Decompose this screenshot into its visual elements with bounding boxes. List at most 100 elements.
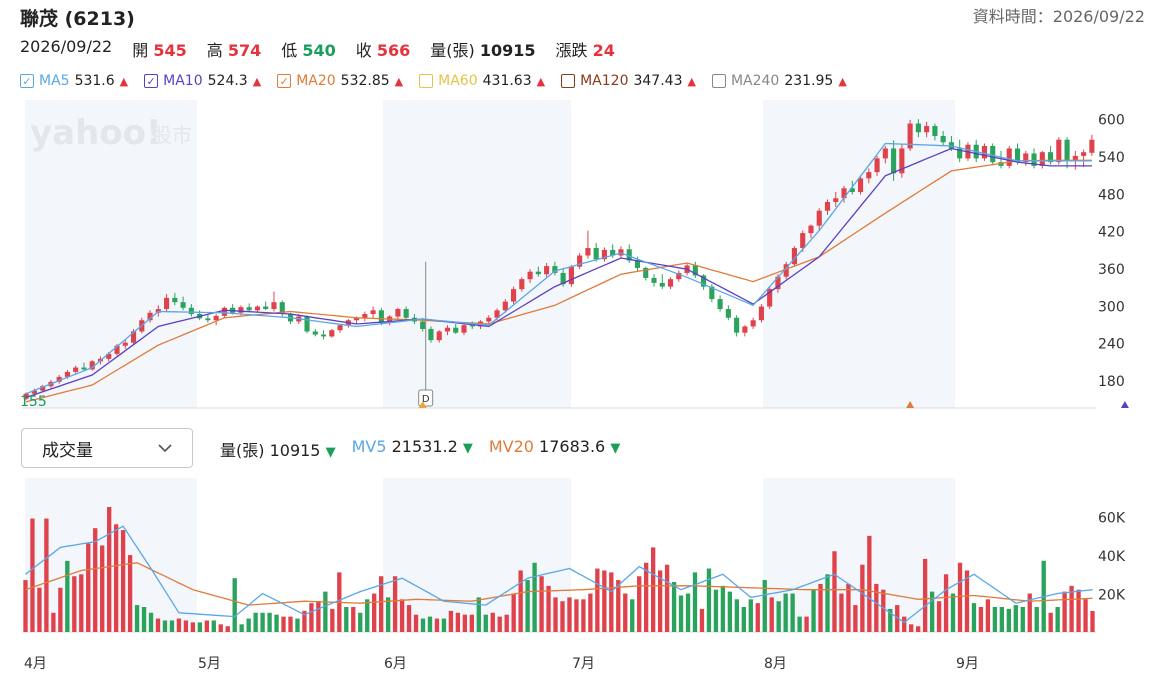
candle-body — [64, 371, 70, 377]
candle-body — [866, 172, 872, 179]
checkbox-checked-icon[interactable]: ✓ — [144, 74, 159, 88]
candle-body — [990, 145, 996, 163]
volume-bar — [134, 605, 140, 632]
candle-body — [626, 249, 632, 261]
candle-body — [948, 142, 954, 149]
volume-bar — [225, 626, 230, 632]
ma-name: MA120 — [580, 73, 629, 89]
volume-bar — [602, 570, 607, 632]
volume-bar — [964, 570, 970, 632]
volume-bar — [107, 507, 112, 632]
volume-bar — [811, 589, 816, 632]
ma-value: 431.63 — [482, 73, 532, 89]
volume-bar — [455, 612, 461, 632]
candle-body — [932, 126, 938, 137]
volume-bar — [211, 620, 216, 632]
volume-bar — [434, 618, 440, 632]
ma-value: 532.85 — [340, 73, 390, 89]
quote-date: 2026/09/22 — [20, 37, 113, 56]
volume-bar — [553, 597, 558, 632]
volume-bar — [448, 610, 454, 632]
volume-legend-value: 10915 — [264, 441, 326, 460]
volume-bar — [1076, 589, 1081, 632]
volume-bar — [497, 616, 502, 632]
volume-bar — [929, 591, 935, 632]
candle-body — [701, 275, 707, 287]
checkbox-icon[interactable] — [561, 74, 576, 88]
volume-bar — [441, 618, 447, 632]
trend-up-icon: ▲ — [119, 74, 129, 88]
volume-bar — [936, 601, 942, 632]
checkbox-checked-icon[interactable]: ✓ — [277, 74, 292, 88]
volume-legend: 量(張) 10915 ▼ MV5 21531.2 ▼ MV20 17683.6 ▼ — [220, 437, 620, 461]
volume-bar — [650, 547, 656, 632]
candle-body — [1081, 152, 1087, 156]
volume-legend-name: MV20 — [488, 437, 534, 456]
candle-body — [841, 188, 847, 199]
volume-chart: 20K 40K 60K 4月 5月 6月 7月 8月 9月 — [22, 478, 1126, 672]
candle-body — [816, 210, 822, 226]
volume-bar — [943, 574, 949, 632]
volume-bar — [525, 580, 530, 632]
ma-name: MA10 — [163, 73, 203, 89]
candle-body — [1031, 153, 1037, 166]
volume-bar — [797, 616, 802, 632]
candle-body — [106, 353, 112, 359]
indicator-select[interactable]: 成交量 — [21, 428, 193, 468]
volume-bar — [1027, 593, 1032, 632]
checkbox-checked-icon[interactable]: ✓ — [20, 74, 34, 88]
stock-title: 聯茂 (6213) — [20, 8, 135, 30]
volume-bar — [909, 624, 914, 632]
ma-legend-item[interactable]: ✓ MA10 524.3 ▲ — [144, 73, 261, 89]
candle-body — [89, 361, 95, 370]
volume-bar — [685, 593, 691, 632]
volume-bar — [162, 620, 168, 632]
ma-legend-item[interactable]: ✓ MA5 531.6 ▲ — [20, 73, 128, 89]
candle-body — [593, 248, 599, 260]
ma-legend-item[interactable]: MA240 231.95 ▲ — [711, 73, 847, 89]
candle-body — [1006, 148, 1012, 166]
checkbox-icon[interactable] — [711, 74, 726, 88]
volume-legend-value: 17683.6 — [533, 437, 611, 456]
candle-body — [502, 301, 508, 311]
x-month-label: 9月 — [956, 656, 979, 672]
volume-bar — [1062, 591, 1067, 632]
ma-value: 231.95 — [784, 73, 834, 89]
volume-bar — [532, 562, 537, 632]
y-tick-label: 480 — [1098, 187, 1125, 203]
volume-bar — [392, 576, 398, 632]
ma-legend-item[interactable]: ✓ MA20 532.85 ▲ — [277, 73, 403, 89]
quote-low: 低 540 — [281, 41, 336, 60]
volume-bar — [978, 607, 984, 632]
candle-body — [221, 307, 227, 316]
checkbox-icon[interactable] — [419, 74, 434, 88]
volume-bar — [971, 603, 977, 632]
volume-bar — [190, 622, 196, 632]
signal-marker-icon — [906, 401, 915, 408]
candle-body — [271, 302, 277, 310]
volume-bar — [476, 597, 481, 632]
volume-bar — [560, 601, 565, 632]
volume-bar — [232, 578, 237, 632]
volume-bar — [783, 593, 788, 632]
volume-bar — [881, 589, 886, 632]
volume-bar — [30, 518, 35, 632]
volume-bar — [79, 574, 84, 632]
volume-bar — [44, 518, 49, 632]
volume-bar — [51, 612, 56, 632]
candle-body — [750, 320, 756, 327]
volume-bar — [644, 562, 649, 632]
volume-bar — [281, 616, 286, 632]
volume-bar — [267, 612, 272, 632]
volume-bar — [1069, 585, 1074, 632]
volume-bar — [469, 614, 474, 632]
month-band — [383, 100, 571, 408]
quote-close: 收 566 — [355, 41, 411, 60]
volume-bar — [699, 608, 705, 632]
volume-bar — [365, 599, 370, 632]
ma-legend-item[interactable]: MA120 347.43 ▲ — [561, 73, 696, 89]
volume-bar — [518, 570, 523, 632]
ma-legend-item[interactable]: MA60 431.63 ▲ — [419, 73, 545, 89]
y-tick-label: 360 — [1098, 262, 1125, 278]
candle-body — [73, 367, 79, 372]
